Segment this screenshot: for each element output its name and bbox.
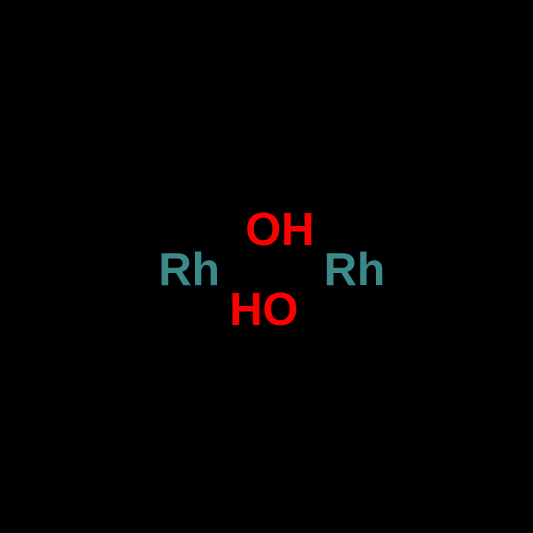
molecule-diagram: OHRhRhHO	[0, 0, 533, 533]
atom-label-ho_bottom: HO	[229, 286, 298, 332]
atom-label-oh_top: OH	[245, 206, 314, 252]
atom-label-rh_right: Rh	[324, 246, 385, 292]
atom-label-rh_left: Rh	[159, 246, 220, 292]
